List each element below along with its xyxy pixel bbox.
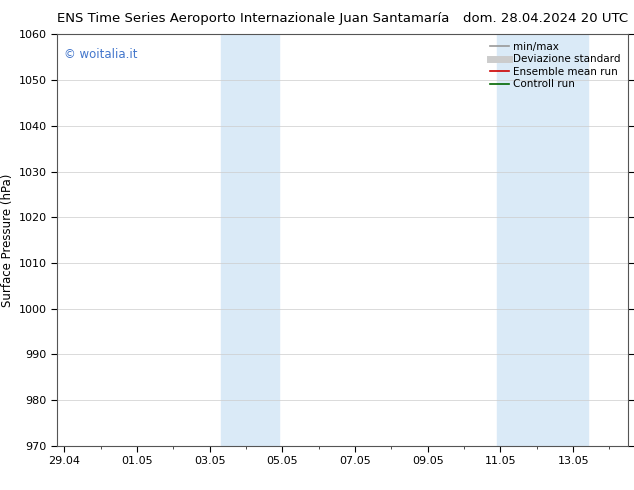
Bar: [497, 34, 588, 446]
Bar: [221, 34, 279, 446]
Text: ENS Time Series Aeroporto Internazionale Juan Santamaría: ENS Time Series Aeroporto Internazionale…: [57, 12, 450, 25]
Legend: min/max, Deviazione standard, Ensemble mean run, Controll run: min/max, Deviazione standard, Ensemble m…: [488, 40, 623, 92]
Text: © woitalia.it: © woitalia.it: [64, 48, 138, 61]
Y-axis label: Surface Pressure (hPa): Surface Pressure (hPa): [1, 173, 15, 307]
Text: dom. 28.04.2024 20 UTC: dom. 28.04.2024 20 UTC: [463, 12, 628, 25]
